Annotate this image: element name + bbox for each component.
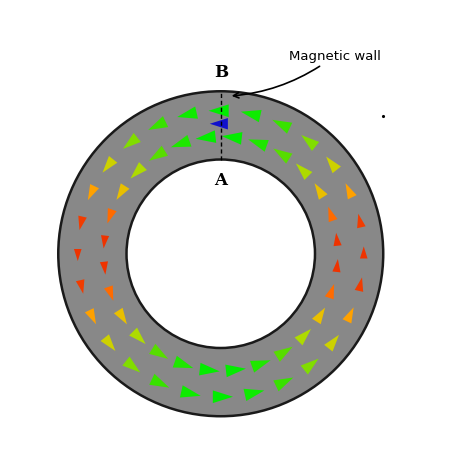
Polygon shape [129,328,146,344]
Polygon shape [78,216,87,231]
Circle shape [58,92,383,416]
Polygon shape [101,236,109,249]
Polygon shape [117,184,129,200]
Polygon shape [325,284,334,300]
Polygon shape [244,389,264,401]
Polygon shape [76,280,84,294]
Polygon shape [130,163,147,179]
Polygon shape [180,386,201,397]
Polygon shape [346,184,356,200]
Text: Magnetic wall: Magnetic wall [234,50,381,99]
Polygon shape [273,149,292,164]
Polygon shape [312,308,325,325]
Polygon shape [85,308,96,325]
Polygon shape [171,136,191,148]
Polygon shape [104,286,113,301]
Polygon shape [315,184,328,200]
Polygon shape [149,344,168,359]
Polygon shape [272,120,292,134]
Polygon shape [301,359,319,375]
Polygon shape [250,360,271,373]
Polygon shape [209,105,228,118]
Circle shape [127,160,315,348]
Polygon shape [102,157,118,173]
Polygon shape [296,164,312,180]
Polygon shape [343,307,354,324]
Polygon shape [332,259,340,273]
Polygon shape [328,207,337,223]
Polygon shape [173,356,193,368]
Polygon shape [114,308,127,325]
Text: A: A [214,171,227,188]
Polygon shape [326,157,341,174]
Polygon shape [294,329,311,346]
Polygon shape [355,278,363,292]
Polygon shape [360,247,367,259]
Polygon shape [88,185,99,201]
Polygon shape [222,133,242,145]
Polygon shape [248,140,269,152]
Polygon shape [273,347,292,362]
Polygon shape [149,374,169,388]
Polygon shape [210,119,228,130]
Polygon shape [301,136,319,152]
Polygon shape [74,249,82,261]
Polygon shape [100,262,108,275]
Polygon shape [177,107,198,119]
Polygon shape [199,363,220,376]
Polygon shape [100,335,115,351]
Polygon shape [149,147,168,161]
Polygon shape [108,208,117,224]
Polygon shape [357,214,365,229]
Polygon shape [334,233,342,247]
Polygon shape [122,357,140,373]
Polygon shape [196,131,216,144]
Text: B: B [214,64,228,81]
Polygon shape [213,391,233,403]
Polygon shape [148,117,168,131]
Polygon shape [273,378,293,392]
Polygon shape [241,111,262,123]
Polygon shape [123,134,141,149]
Polygon shape [225,365,246,377]
Polygon shape [324,335,339,352]
